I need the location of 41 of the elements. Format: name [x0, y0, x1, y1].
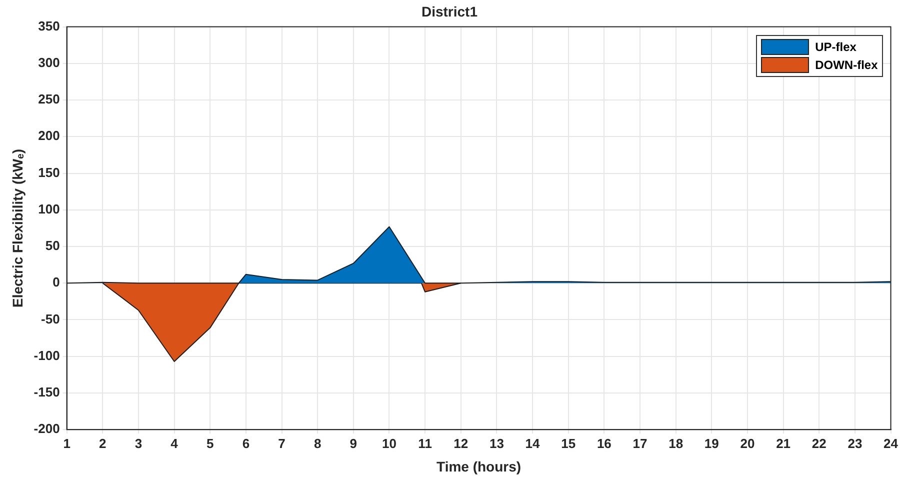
legend-label: UP-flex — [815, 40, 856, 54]
x-tick-label: 3 — [134, 436, 142, 451]
y-tick-label: 300 — [38, 54, 60, 70]
x-tick-label: 1 — [63, 436, 70, 451]
x-tick-label: 7 — [278, 436, 286, 451]
x-tick-label: 21 — [776, 436, 791, 451]
y-tick-label: 150 — [38, 164, 60, 180]
y-tick-label: -200 — [34, 421, 60, 436]
x-tick-label: 5 — [206, 436, 214, 451]
x-tick-label: 17 — [632, 436, 648, 451]
x-tick-label: 10 — [382, 436, 396, 451]
x-tick-label: 11 — [418, 436, 432, 451]
x-tick-label: 23 — [848, 436, 862, 451]
chart-title: District1 — [421, 3, 478, 20]
x-tick-label: 9 — [350, 436, 358, 451]
x-tick-label: 14 — [525, 436, 541, 451]
y-tick-label: -50 — [41, 311, 60, 326]
x-tick-label: 15 — [561, 436, 576, 451]
y-tick-label: 350 — [38, 18, 60, 34]
y-tick-label: 100 — [38, 201, 60, 216]
x-axis-title: Time (hours) — [436, 458, 522, 474]
x-tick-label: 20 — [740, 436, 755, 451]
x-tick-label: 6 — [242, 436, 250, 451]
y-tick-label: 250 — [38, 92, 60, 107]
x-tick-label: 4 — [170, 436, 179, 451]
x-tick-label: 24 — [884, 436, 899, 451]
y-tick-label: -150 — [34, 384, 60, 400]
y-tick-label: 200 — [38, 128, 60, 144]
x-tick-label: 19 — [704, 436, 719, 451]
x-tick-label: 2 — [99, 436, 106, 451]
y-tick-label: -100 — [34, 348, 60, 363]
y-axis-title: Electric Flexibility (kWₑ) — [9, 148, 26, 308]
legend-label: DOWN-flex — [815, 58, 878, 72]
x-tick-label: 8 — [314, 436, 322, 451]
x-tick-label: 16 — [596, 436, 612, 451]
y-tick-label: 0 — [52, 274, 60, 290]
x-tick-label: 22 — [812, 436, 826, 451]
x-tick-label: 13 — [489, 436, 504, 451]
x-tick-label: 12 — [454, 436, 468, 451]
y-tick-label: 50 — [45, 238, 60, 254]
x-tick-label: 18 — [668, 436, 684, 451]
